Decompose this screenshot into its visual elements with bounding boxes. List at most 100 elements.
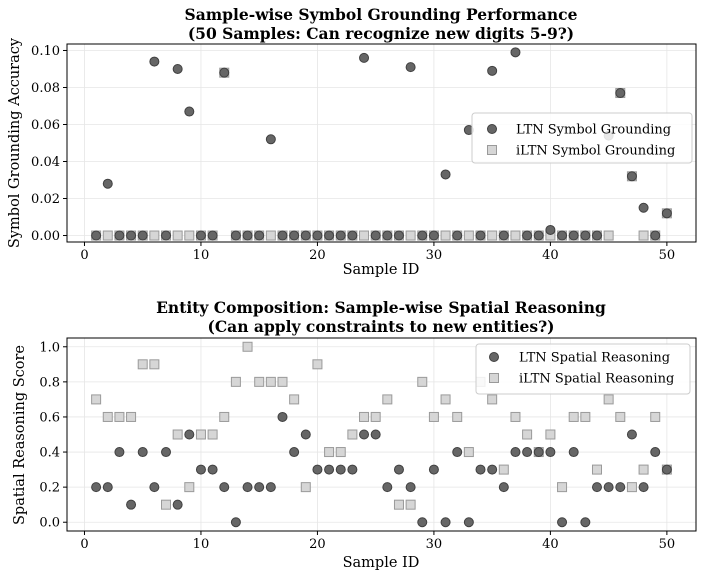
iltn-point — [277, 376, 288, 387]
ltn-point — [312, 230, 323, 241]
y-axis-label: Symbol Grounding Accuracy — [7, 37, 23, 248]
ltn-point — [510, 47, 521, 58]
ltn-point — [591, 230, 602, 241]
ltn-point — [149, 56, 160, 67]
ltn-point — [277, 230, 288, 241]
iltn-point — [510, 230, 521, 241]
legend-box — [471, 112, 693, 164]
plot-frame — [66, 43, 697, 243]
x-tick-label: 0 — [80, 537, 88, 552]
iltn-point — [289, 394, 300, 405]
ltn-point — [172, 63, 183, 74]
iltn-point — [568, 411, 579, 422]
ltn-point — [522, 447, 533, 458]
iltn-point — [242, 341, 253, 352]
ltn-point — [184, 429, 195, 440]
iltn-point — [626, 482, 637, 493]
ltn-point — [254, 230, 265, 241]
iltn-point — [359, 411, 370, 422]
iltn-point — [137, 359, 148, 370]
ltn-point — [580, 517, 591, 528]
ltn-point — [195, 464, 206, 475]
x-tick-label: 50 — [659, 537, 676, 552]
x-tick-label: 30 — [426, 248, 443, 263]
ltn-point — [219, 482, 230, 493]
chart-symbol-grounding: Sample-wise Symbol Grounding Performance… — [7, 5, 697, 278]
chart-title-line-2: (50 Samples: Can recognize new digits 5-… — [188, 24, 574, 43]
y-tick-label: 0.2 — [39, 481, 60, 496]
ltn-point — [254, 482, 265, 493]
data-points — [91, 341, 672, 528]
ltn-point — [172, 499, 183, 510]
iltn-point — [172, 230, 183, 241]
iltn-point — [254, 376, 265, 387]
y-tick-label: 0.04 — [31, 155, 60, 170]
iltn-point — [265, 230, 276, 241]
ltn-point — [498, 230, 509, 241]
iltn-point — [591, 464, 602, 475]
iltn-point — [91, 394, 102, 405]
plot-frame — [66, 337, 697, 532]
legend: LTN Symbol Grounding iLTN Symbol Groundi… — [471, 112, 693, 164]
y-tick-label: 0.02 — [31, 192, 60, 207]
ltn-point — [452, 230, 463, 241]
legend-marker-iltn — [489, 373, 499, 383]
ltn-point — [137, 230, 148, 241]
ltn-point — [545, 224, 556, 235]
ltn-point — [230, 230, 241, 241]
iltn-point — [650, 411, 661, 422]
ltn-point — [207, 230, 218, 241]
chart-spatial-reasoning: Entity Composition: Sample-wise Spatial … — [12, 298, 697, 571]
x-tick-label: 20 — [309, 537, 326, 552]
legend-label-ltn: LTN Symbol Grounding — [516, 123, 671, 138]
ltn-point — [335, 230, 346, 241]
iltn-point — [126, 411, 137, 422]
iltn-point — [615, 411, 626, 422]
x-tick-label: 20 — [309, 248, 326, 263]
y-tick-label: 0.4 — [39, 446, 60, 461]
iltn-point — [149, 359, 160, 370]
legend-label-iltn: iLTN Spatial Reasoning — [519, 372, 674, 387]
ltn-point — [91, 482, 102, 493]
iltn-point — [195, 429, 206, 440]
legend-box — [475, 343, 691, 395]
iltn-point — [452, 411, 463, 422]
x-tick-label: 0 — [80, 248, 88, 263]
iltn-point — [545, 429, 556, 440]
ltn-point — [335, 464, 346, 475]
iltn-point — [522, 429, 533, 440]
ltn-point — [324, 230, 335, 241]
legend: LTN Spatial Reasoning iLTN Spatial Reaso… — [475, 343, 691, 395]
y-tick-label: 0.0 — [39, 516, 60, 531]
y-tick-label: 0.08 — [31, 81, 60, 96]
ltn-point — [126, 230, 137, 241]
ltn-point — [522, 230, 533, 241]
x-tick-label: 40 — [542, 537, 559, 552]
x-tick-label: 30 — [426, 537, 443, 552]
iltn-point — [417, 376, 428, 387]
ltn-point — [265, 482, 276, 493]
ltn-point — [300, 429, 311, 440]
iltn-point — [510, 411, 521, 422]
ltn-point — [91, 230, 102, 241]
iltn-point — [580, 411, 591, 422]
iltn-point — [487, 230, 498, 241]
iltn-point — [102, 411, 113, 422]
ltn-point — [382, 230, 393, 241]
ltn-point — [568, 230, 579, 241]
iltn-point — [428, 411, 439, 422]
ltn-point — [102, 482, 113, 493]
ltn-point — [359, 429, 370, 440]
iltn-point — [114, 411, 125, 422]
ltn-point — [591, 482, 602, 493]
chart-title-line-2: (Can apply constraints to new entities?) — [208, 317, 555, 336]
iltn-point — [184, 482, 195, 493]
y-tick-label: 0.00 — [31, 229, 60, 244]
ltn-point — [230, 517, 241, 528]
ltn-point — [312, 464, 323, 475]
ltn-point — [102, 178, 113, 189]
ltn-point — [195, 230, 206, 241]
x-tick-label: 10 — [193, 537, 210, 552]
ltn-point — [393, 464, 404, 475]
iltn-point — [184, 230, 195, 241]
